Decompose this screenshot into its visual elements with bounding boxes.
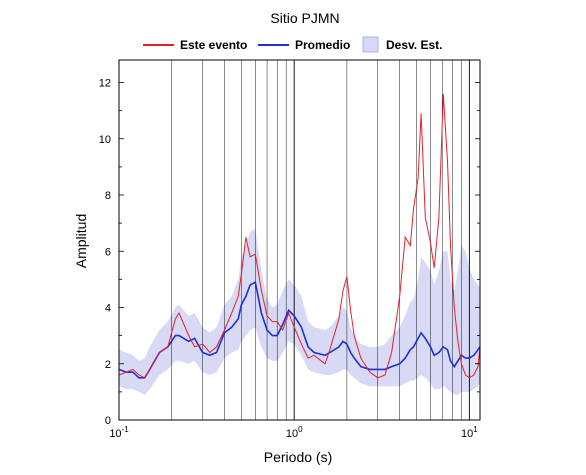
y-tick-label: 4	[105, 303, 111, 315]
legend-label-promedio: Promedio	[295, 38, 350, 52]
x-tick-label: 100	[286, 425, 303, 440]
plot-frame	[118, 59, 481, 421]
y-tick-label: 10	[99, 134, 111, 146]
plot-area: 0 2 4 6 8 10 12 10-1 100 101	[99, 59, 481, 440]
series-line-este-evento	[118, 93, 481, 379]
y-tick-label: 8	[105, 190, 111, 202]
y-tick-label: 2	[105, 359, 111, 371]
legend: Este evento Promedio Desv. Est.	[143, 36, 442, 53]
x-tick-label: 10-1	[109, 425, 129, 440]
series-line-promedio	[118, 280, 481, 379]
legend-swatch-desv-est	[362, 36, 379, 53]
legend-label-desv-est: Desv. Est.	[386, 38, 442, 52]
y-tick-label: 0	[105, 415, 111, 427]
x-axis-label: Periodo (s)	[264, 449, 332, 465]
std-dev-band	[119, 228, 480, 395]
y-tick-label: 6	[105, 246, 111, 258]
legend-label-este-evento: Este evento	[180, 38, 247, 52]
y-tick-label: 12	[99, 78, 111, 90]
chart-title: Sitio PJMN	[270, 10, 339, 26]
x-tick-label: 101	[461, 425, 478, 440]
y-axis-label: Amplitud	[73, 214, 89, 268]
